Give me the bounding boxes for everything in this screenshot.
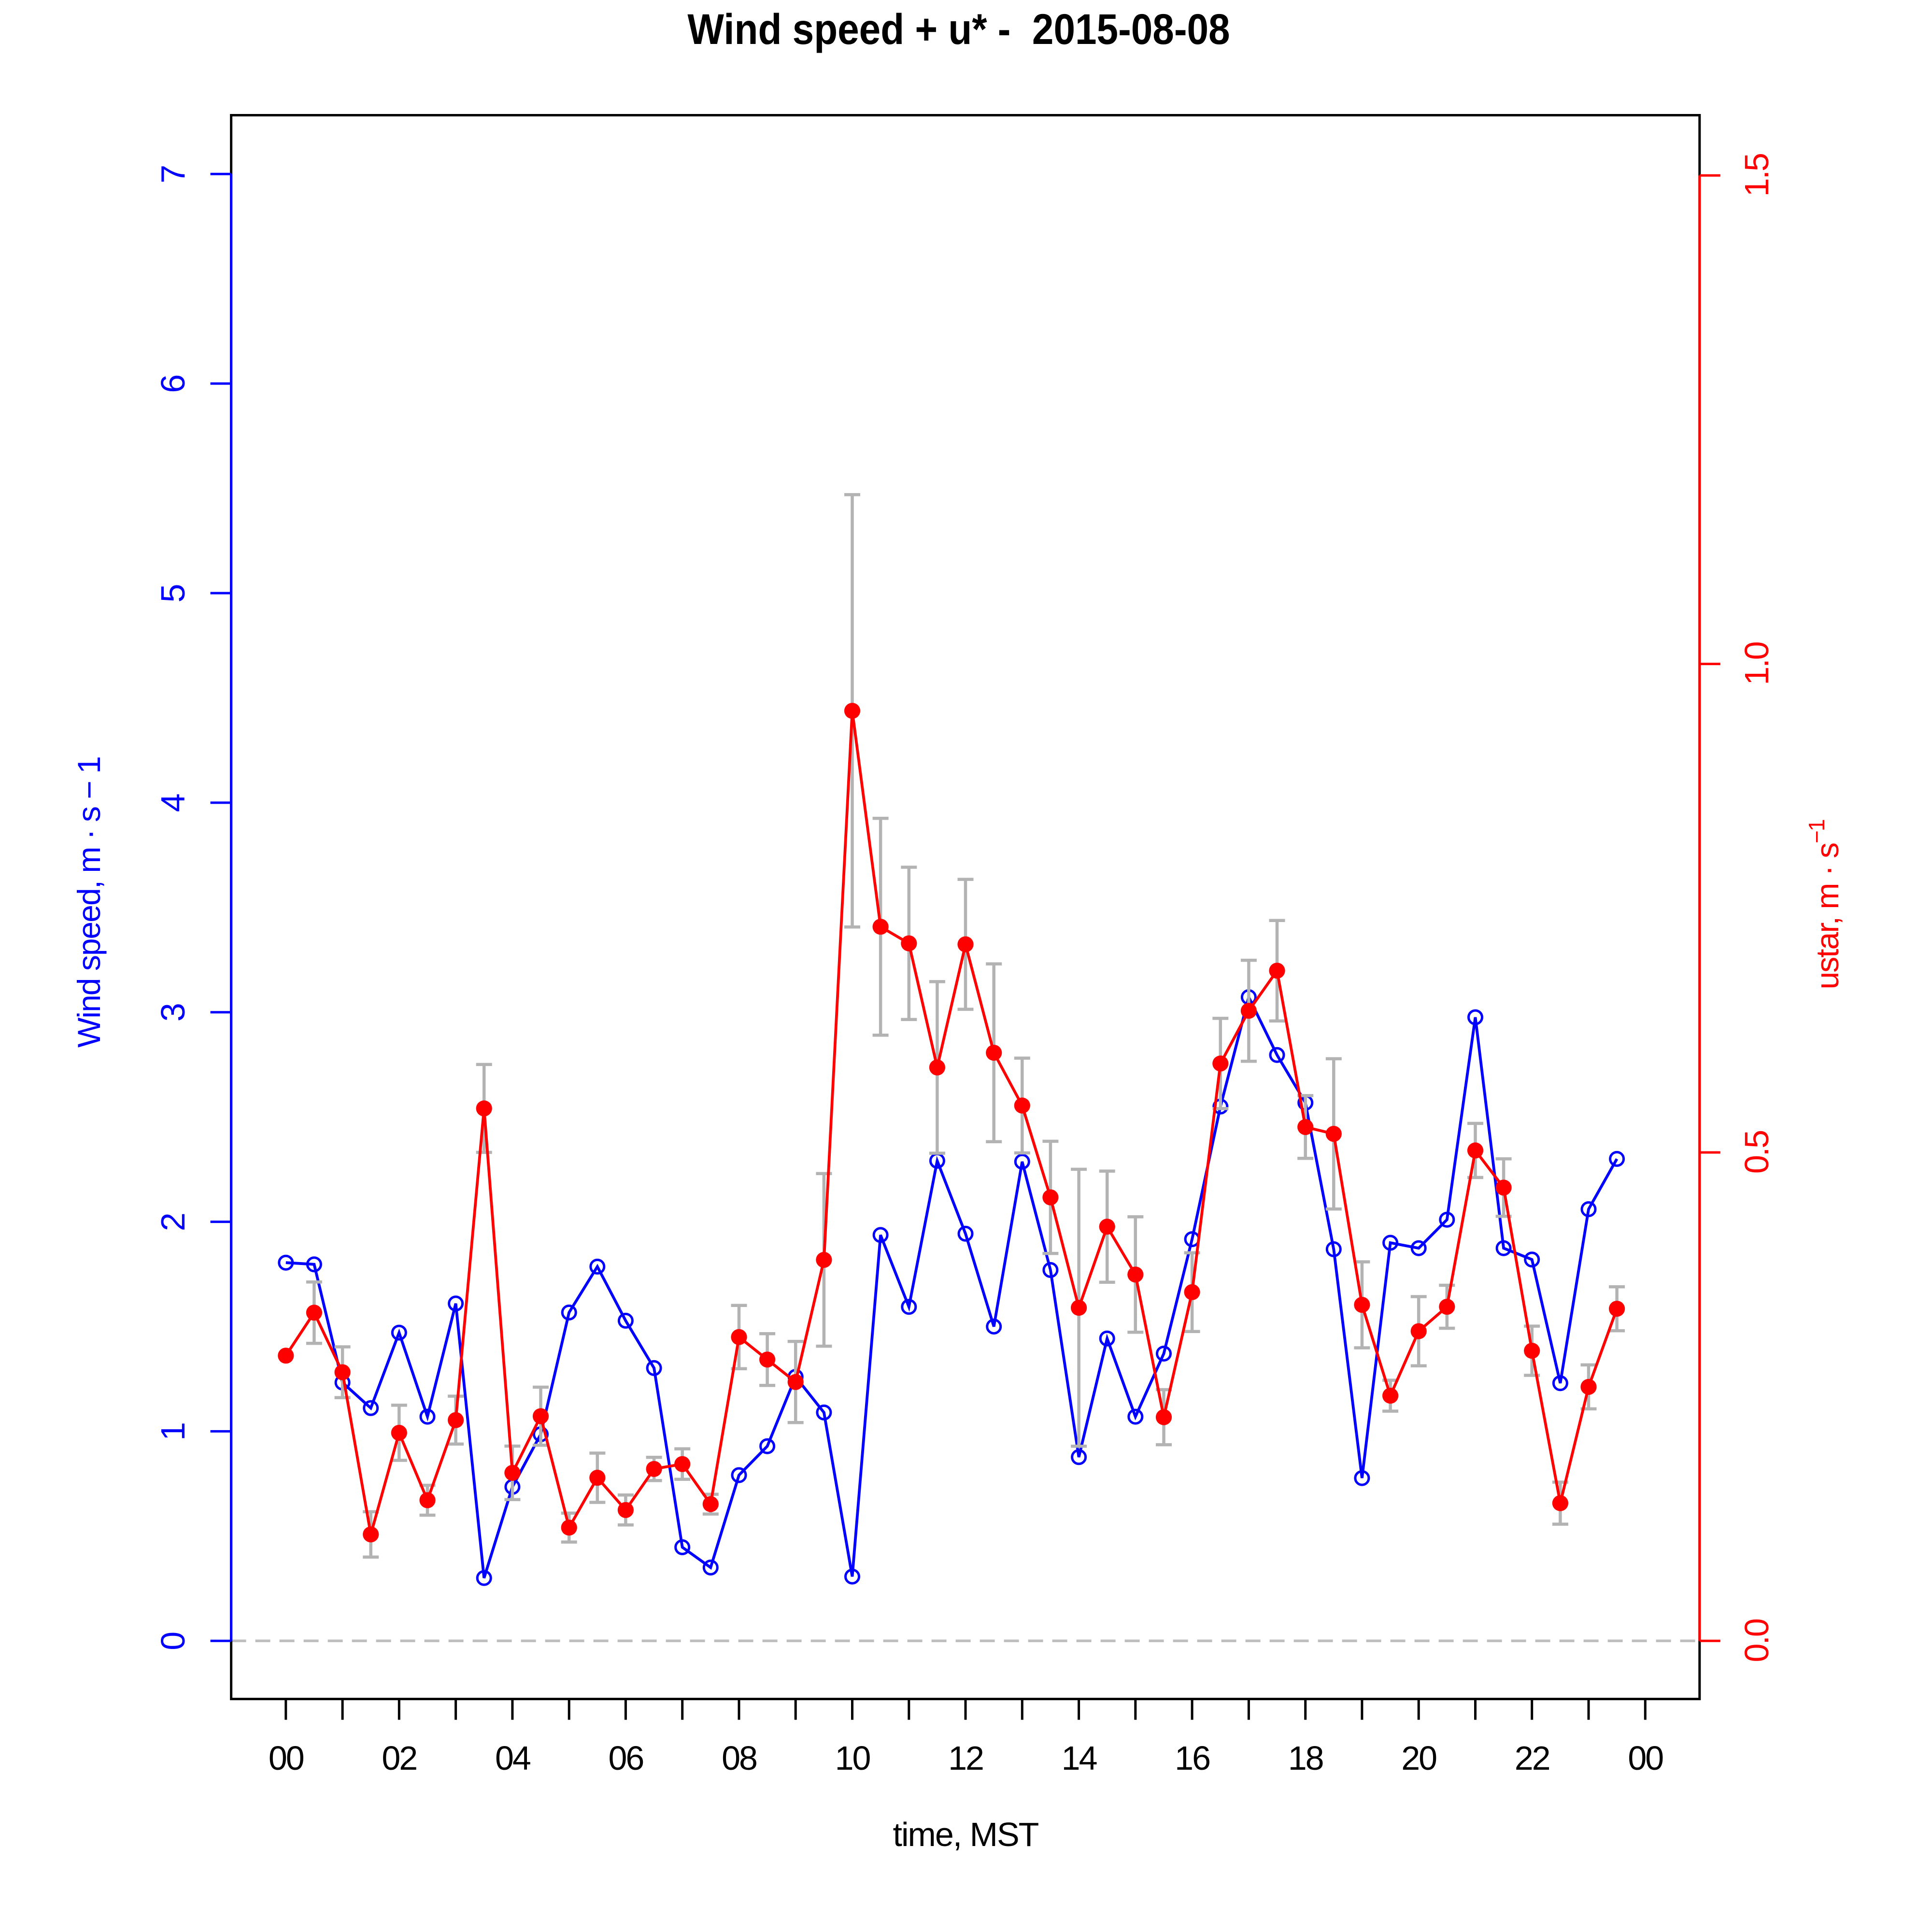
svg-text:Wind speed, m · s − 1: Wind speed, m · s − 1 — [71, 757, 107, 1048]
svg-text:1.0: 1.0 — [1738, 642, 1776, 685]
svg-text:06: 06 — [608, 1739, 643, 1777]
svg-text:6: 6 — [154, 374, 192, 393]
svg-text:14: 14 — [1062, 1739, 1097, 1777]
svg-text:02: 02 — [382, 1739, 416, 1777]
svg-text:20: 20 — [1401, 1739, 1436, 1777]
svg-text:00: 00 — [1628, 1739, 1663, 1777]
svg-text:1.5: 1.5 — [1738, 154, 1776, 197]
svg-text:time, MST: time, MST — [893, 1816, 1039, 1853]
svg-text:04: 04 — [495, 1739, 530, 1777]
svg-text:3: 3 — [154, 1003, 192, 1022]
svg-text:7: 7 — [154, 165, 192, 184]
svg-text:10: 10 — [835, 1739, 870, 1777]
svg-text:2: 2 — [154, 1212, 192, 1231]
svg-text:0.5: 0.5 — [1738, 1131, 1776, 1174]
svg-text:4: 4 — [154, 793, 192, 812]
svg-text:0.0: 0.0 — [1738, 1619, 1776, 1662]
svg-text:0: 0 — [154, 1632, 192, 1650]
svg-text:08: 08 — [722, 1739, 756, 1777]
svg-text:12: 12 — [948, 1739, 983, 1777]
svg-text:5: 5 — [154, 584, 192, 603]
svg-text:Wind speed + u* - 2015-08-08: Wind speed + u* - 2015-08-08 — [687, 5, 1230, 53]
svg-text:22: 22 — [1515, 1739, 1549, 1777]
svg-text:00: 00 — [269, 1739, 304, 1777]
svg-text:1: 1 — [154, 1422, 192, 1441]
svg-text:ustar, m · s−1: ustar, m · s−1 — [1804, 820, 1845, 989]
svg-text:16: 16 — [1175, 1739, 1209, 1777]
svg-text:18: 18 — [1288, 1739, 1323, 1777]
